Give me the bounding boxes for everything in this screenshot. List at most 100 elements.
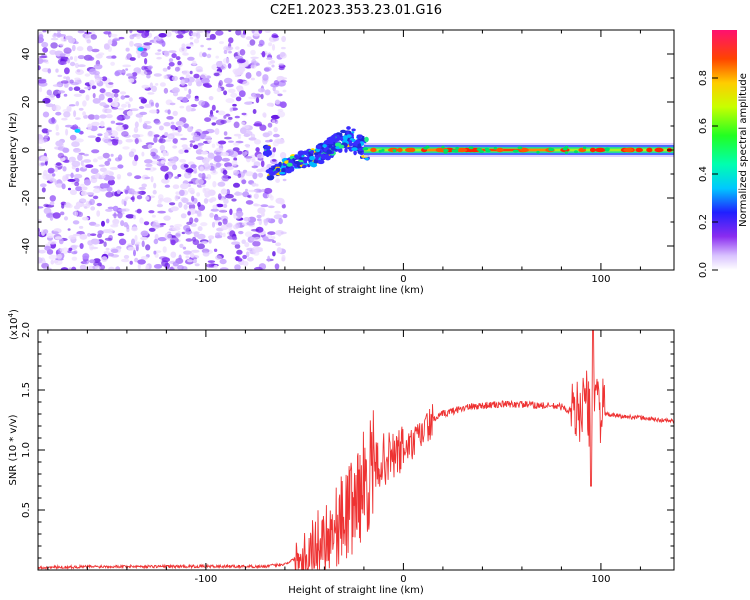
noise-blob: [195, 78, 203, 84]
noise-blob: [274, 210, 281, 214]
noise-blob: [267, 231, 276, 236]
noise-blob: [150, 151, 156, 157]
noise-blob: [112, 205, 119, 212]
signal-blob: [302, 150, 309, 155]
noise-blob: [86, 45, 93, 52]
noise-blob: [159, 223, 167, 226]
noise-blob: [137, 263, 141, 270]
noise-blob: [179, 159, 186, 163]
noise-blob: [148, 227, 156, 232]
noise-blob: [193, 38, 200, 44]
noise-blob: [106, 186, 113, 192]
noise-blob: [206, 263, 214, 268]
noise-blob: [239, 49, 246, 56]
signal-blob: [314, 152, 319, 156]
noise-blob: [280, 79, 287, 83]
noise-blob: [255, 63, 260, 66]
signal-blob: [351, 147, 358, 152]
noise-blob: [108, 266, 115, 270]
noise-blob: [163, 87, 169, 94]
noise-blob: [271, 64, 275, 68]
noise-blob: [228, 116, 233, 120]
noise-blob: [80, 160, 84, 166]
noise-blob: [216, 87, 222, 93]
noise-blob: [103, 170, 113, 175]
noise-blob: [113, 97, 119, 102]
noise-blob: [169, 102, 176, 106]
x-tick-label: 100: [591, 274, 610, 285]
noise-blob: [213, 216, 222, 221]
signal-blob: [564, 151, 569, 155]
noise-blob: [218, 80, 223, 87]
noise-blob: [56, 93, 61, 99]
noise-blob: [110, 248, 119, 253]
noise-blob: [114, 92, 119, 98]
noise-blob: [164, 132, 169, 137]
noise-blob: [234, 115, 240, 119]
noise-blob: [223, 90, 228, 96]
noise-blob: [55, 111, 62, 116]
noise-blob: [38, 231, 41, 236]
noise-blob: [51, 231, 59, 235]
noise-blob: [65, 173, 72, 177]
noise-blob: [59, 248, 64, 252]
noise-blob: [55, 124, 59, 131]
signal-blob: [317, 159, 325, 165]
noise-blob: [277, 111, 286, 118]
noise-blob: [234, 74, 241, 78]
noise-blob: [91, 239, 100, 245]
noise-blob: [188, 181, 194, 184]
signal-peak: [654, 147, 664, 153]
noise-blob: [220, 188, 228, 195]
snr-multiplier-exp: 4: [7, 312, 15, 317]
noise-blob: [74, 211, 79, 216]
noise-blob: [98, 93, 105, 101]
signal-blob: [443, 148, 449, 152]
noise-blob: [278, 67, 285, 71]
noise-blob: [126, 224, 130, 230]
noise-blob: [272, 147, 276, 153]
noise-blob: [79, 264, 87, 270]
noise-blob: [254, 203, 261, 207]
noise-blob: [101, 76, 108, 82]
signal-blob: [264, 145, 271, 150]
noise-blob: [147, 130, 153, 137]
signal-blob: [323, 140, 327, 144]
noise-blob: [120, 220, 125, 227]
noise-blob: [41, 262, 49, 269]
noise-blob: [172, 184, 180, 189]
colorbar-tick-label: 0.6: [698, 118, 709, 134]
noise-blob: [262, 236, 269, 242]
y-tick-label: 40: [21, 48, 32, 61]
noise-blob: [187, 126, 193, 133]
noise-blob: [54, 236, 63, 240]
signal-peak: [405, 147, 415, 153]
x-tick-label: 0: [400, 574, 406, 585]
noise-blob: [153, 250, 157, 255]
signal-blob: [454, 149, 459, 153]
noise-blob: [167, 109, 171, 115]
noise-blob: [82, 253, 90, 260]
noise-blob: [38, 57, 44, 65]
noise-blob: [191, 195, 195, 202]
noise-blob: [192, 144, 199, 149]
signal-blob: [273, 170, 278, 174]
noise-blob: [89, 259, 96, 264]
noise-blob: [140, 230, 149, 237]
signal-peak: [435, 147, 444, 153]
noise-blob: [138, 96, 145, 100]
noise-blob: [190, 164, 197, 169]
noise-blob: [141, 65, 147, 71]
noise-blob: [204, 84, 213, 88]
noise-blob: [45, 103, 54, 108]
signal-blob: [378, 149, 382, 153]
noise-blob: [93, 258, 101, 263]
signal-blob: [281, 168, 286, 173]
noise-blob: [207, 47, 212, 51]
signal-blob: [278, 171, 286, 175]
noise-blob: [228, 50, 232, 54]
noise-blob: [279, 51, 286, 57]
noise-blob: [71, 251, 78, 255]
noise-blob: [235, 96, 242, 102]
noise-blob: [69, 134, 77, 141]
